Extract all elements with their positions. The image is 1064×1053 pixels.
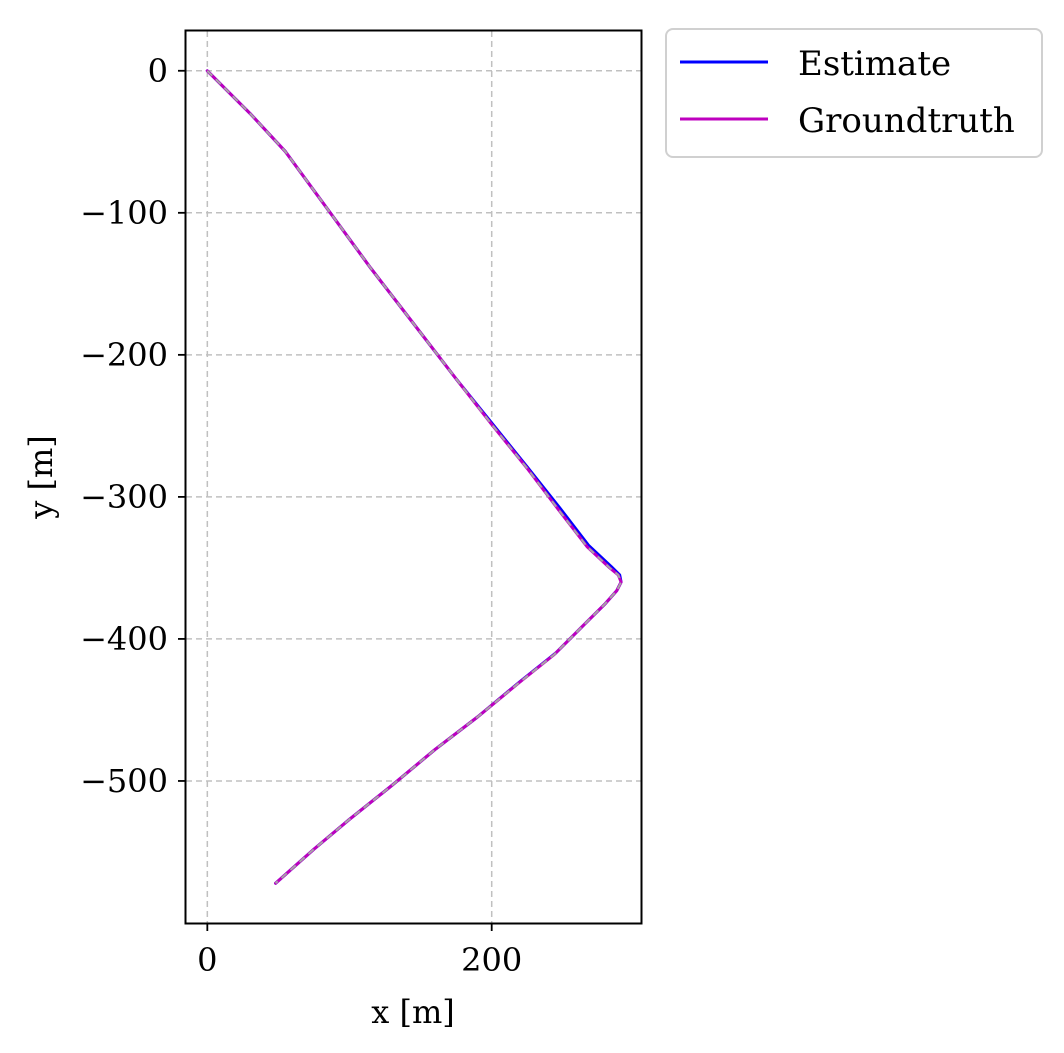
legend: Estimate Groundtruth bbox=[665, 28, 1043, 158]
reference-dashed-line bbox=[206, 70, 623, 884]
series-lines bbox=[205, 69, 623, 885]
x-tick-label: 200 bbox=[461, 941, 522, 979]
series-line-groundtruth bbox=[205, 69, 623, 885]
y-tick-label: −300 bbox=[80, 478, 168, 516]
axis-ticks: 0 200 0 −100 −200 −300 −400 −500 bbox=[80, 52, 522, 979]
y-axis-label: y [m] bbox=[22, 435, 60, 520]
y-tick-label: 0 bbox=[148, 52, 168, 90]
x-axis-label: x [m] bbox=[371, 993, 455, 1031]
legend-label-estimate: Estimate bbox=[798, 44, 951, 84]
plot-frame bbox=[184, 29, 643, 925]
y-tick-label: −100 bbox=[80, 194, 168, 232]
series-line-estimate bbox=[205, 69, 623, 885]
y-tick-label: −200 bbox=[80, 336, 168, 374]
y-tick-label: −500 bbox=[80, 762, 168, 800]
legend-label-groundtruth: Groundtruth bbox=[798, 101, 1015, 141]
x-tick-label: 0 bbox=[197, 941, 217, 979]
grid-lines bbox=[186, 31, 641, 923]
y-tick-label: −400 bbox=[80, 620, 168, 658]
